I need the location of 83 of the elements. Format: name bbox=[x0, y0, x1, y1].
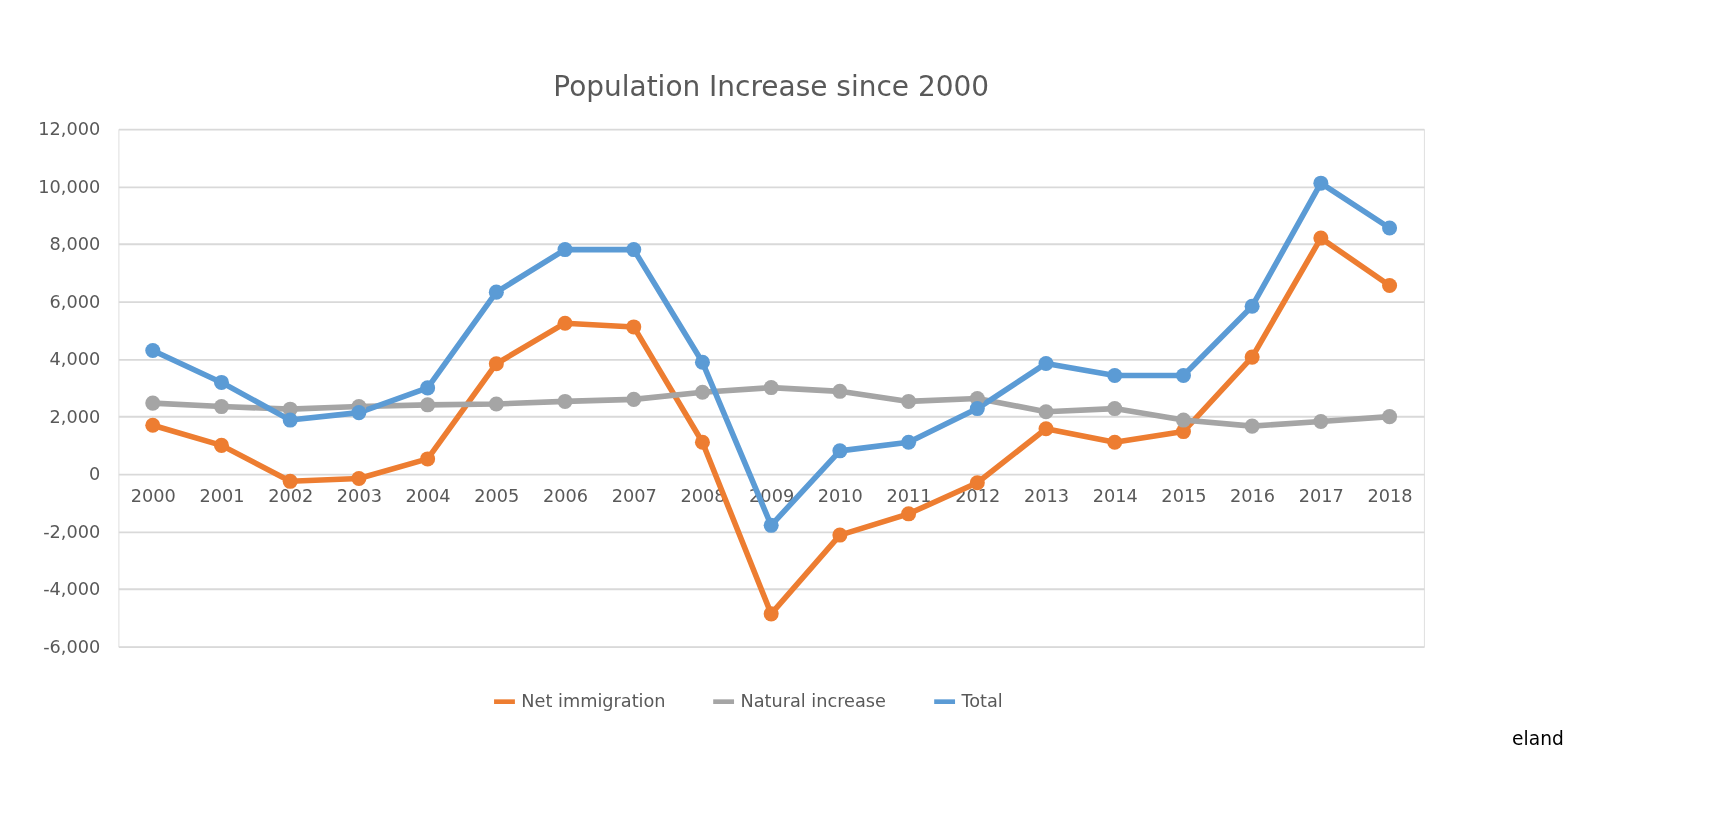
point bbox=[969, 401, 985, 417]
point bbox=[351, 405, 367, 421]
x-tick-label: 2005 bbox=[474, 485, 520, 506]
point bbox=[1244, 349, 1260, 365]
point bbox=[1107, 434, 1123, 450]
point bbox=[282, 473, 298, 489]
point bbox=[488, 396, 504, 412]
point bbox=[213, 399, 230, 415]
x-tick-label: 2017 bbox=[1298, 485, 1344, 506]
point bbox=[557, 393, 573, 409]
y-tick-label: -4,000 bbox=[43, 579, 101, 600]
point bbox=[763, 517, 779, 533]
point bbox=[1107, 368, 1123, 384]
point bbox=[1313, 175, 1329, 191]
chart-title: Population Increase since 2000 bbox=[553, 70, 990, 104]
point bbox=[763, 380, 779, 396]
x-tick-label: 2002 bbox=[268, 485, 314, 506]
point bbox=[626, 242, 642, 258]
point bbox=[1038, 404, 1054, 420]
legend-label: Net immigration bbox=[521, 691, 666, 712]
x-tick-label: 2003 bbox=[336, 485, 382, 506]
x-tick-label: 2000 bbox=[130, 485, 176, 506]
point bbox=[420, 451, 436, 467]
point bbox=[626, 319, 642, 335]
point bbox=[694, 384, 710, 400]
point bbox=[1382, 409, 1398, 425]
point bbox=[213, 437, 230, 453]
point bbox=[488, 284, 504, 300]
y-tick-label: 2,000 bbox=[49, 406, 101, 427]
x-tick-label: 2010 bbox=[817, 485, 863, 506]
y-tick-label: 6,000 bbox=[49, 291, 101, 312]
point bbox=[1244, 418, 1260, 434]
point bbox=[901, 393, 917, 409]
point bbox=[694, 354, 710, 370]
x-tick-label: 2016 bbox=[1230, 485, 1276, 506]
x-tick-label: 2004 bbox=[405, 485, 451, 506]
x-tick-label: 2011 bbox=[886, 485, 932, 506]
point bbox=[1382, 220, 1398, 236]
text: eland bbox=[1512, 728, 1564, 750]
point bbox=[145, 417, 161, 433]
point bbox=[557, 315, 573, 331]
point bbox=[694, 434, 710, 450]
x-tick-label: 2015 bbox=[1161, 485, 1207, 506]
point bbox=[420, 380, 436, 396]
x-tick-label: 2001 bbox=[199, 485, 245, 506]
point bbox=[1175, 368, 1191, 384]
point bbox=[488, 356, 504, 372]
point bbox=[351, 470, 367, 486]
point bbox=[1313, 414, 1329, 430]
point bbox=[626, 391, 642, 407]
x-tick-label: 2014 bbox=[1092, 485, 1138, 506]
point bbox=[557, 242, 573, 258]
point bbox=[901, 506, 917, 522]
point bbox=[832, 383, 848, 399]
legend-label: Total bbox=[960, 691, 1003, 712]
point bbox=[1244, 298, 1260, 314]
point bbox=[1038, 421, 1054, 437]
point bbox=[420, 397, 436, 413]
point bbox=[282, 412, 298, 428]
point bbox=[145, 395, 161, 411]
point bbox=[1175, 412, 1191, 428]
point bbox=[763, 606, 779, 622]
y-tick-label: -2,000 bbox=[43, 521, 101, 542]
point bbox=[1038, 355, 1054, 371]
y-tick-label: 8,000 bbox=[49, 234, 101, 255]
y-tick-label: 4,000 bbox=[49, 349, 101, 370]
x-tick-label: 2006 bbox=[542, 485, 589, 506]
y-tick-label: 0 bbox=[88, 464, 101, 485]
point bbox=[832, 443, 848, 459]
point bbox=[1313, 230, 1329, 246]
point bbox=[145, 343, 161, 359]
legend-label: Natural increase bbox=[740, 691, 886, 712]
point bbox=[832, 527, 848, 543]
y-tick-label: 12,000 bbox=[38, 119, 101, 140]
point bbox=[1107, 401, 1123, 417]
x-tick-label: 2007 bbox=[611, 485, 657, 506]
x-tick-label: 2018 bbox=[1367, 485, 1413, 506]
y-tick-label: 10,000 bbox=[38, 176, 101, 197]
x-tick-label: 2013 bbox=[1023, 485, 1070, 506]
y-tick-label: -6,000 bbox=[43, 636, 101, 657]
point bbox=[1382, 278, 1398, 294]
point bbox=[901, 434, 917, 450]
point bbox=[213, 374, 230, 390]
